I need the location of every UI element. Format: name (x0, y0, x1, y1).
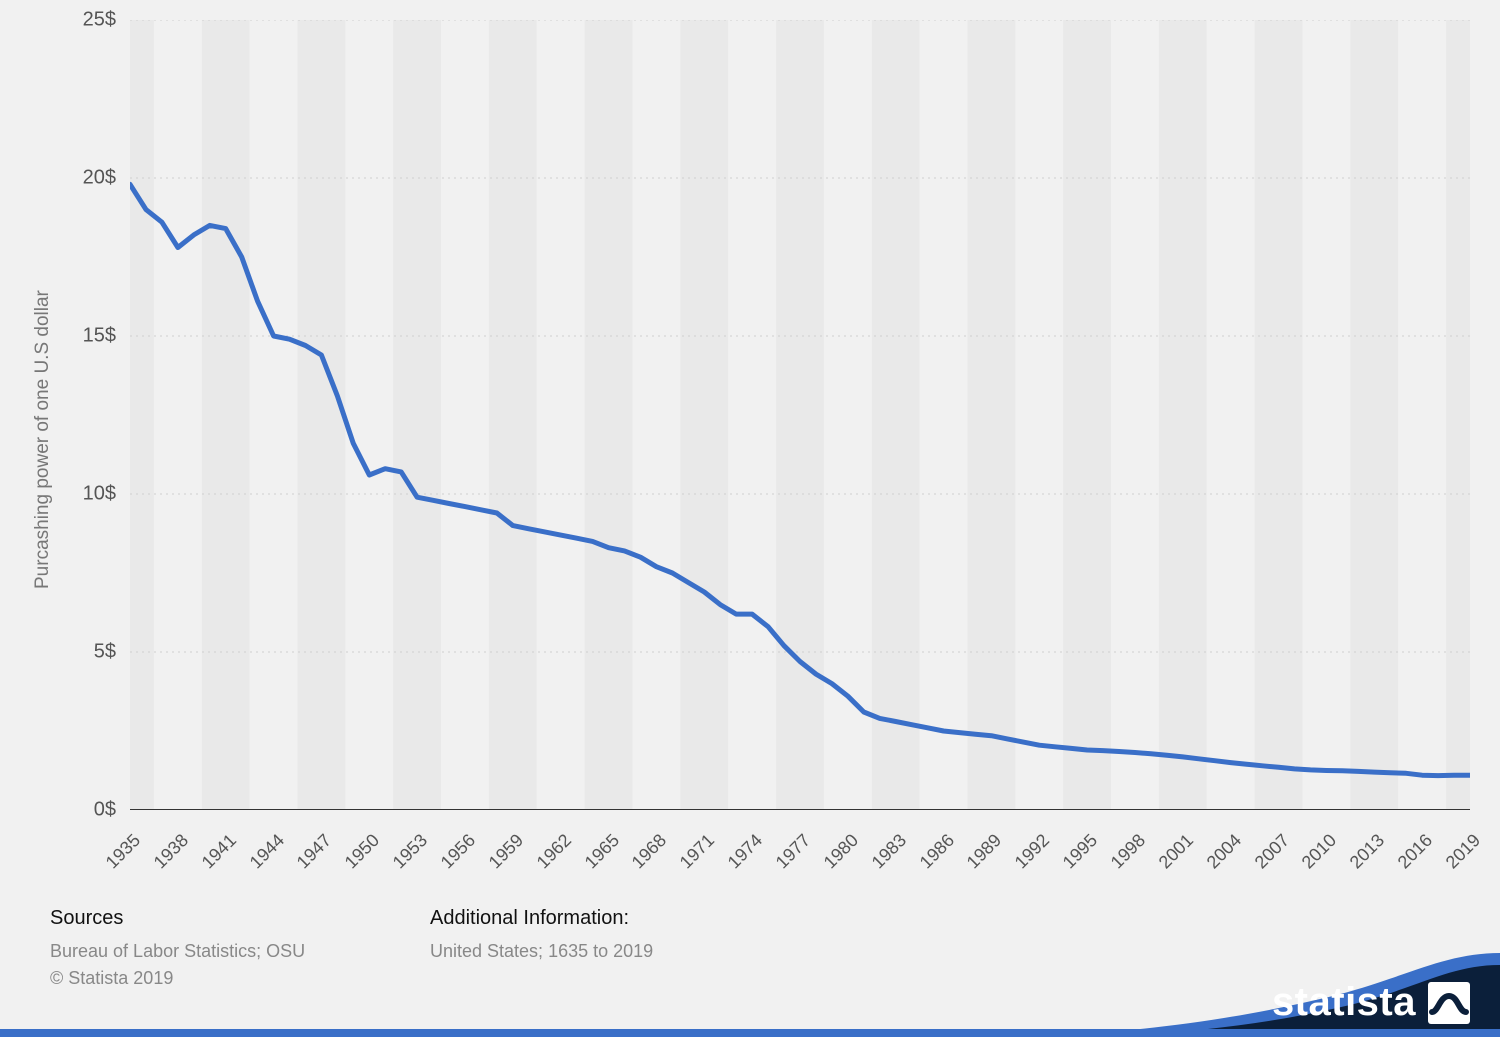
x-tick-label: 1941 (197, 830, 240, 873)
x-tick-label: 1935 (102, 830, 145, 873)
x-tick-label: 2007 (1250, 830, 1293, 873)
x-tick-label: 2001 (1155, 830, 1198, 873)
x-tick-label: 2004 (1202, 830, 1245, 873)
x-tick-label: 2010 (1298, 830, 1341, 873)
y-tick-label: 10$ (0, 483, 116, 506)
x-tick-label: 1944 (245, 830, 288, 873)
x-tick-label: 1989 (963, 830, 1006, 873)
y-tick-label: 0$ (0, 799, 116, 822)
x-tick-label: 2013 (1346, 830, 1389, 873)
x-tick-label: 1968 (628, 830, 671, 873)
x-tick-label: 1938 (150, 830, 193, 873)
brand-icon (1428, 982, 1470, 1024)
y-tick-label: 5$ (0, 641, 116, 664)
brand-name: statista (1272, 980, 1416, 1025)
x-tick-label: 1959 (485, 830, 528, 873)
x-tick-label: 1992 (1011, 830, 1054, 873)
chart-footer: Sources Bureau of Labor Statistics; OSU … (0, 907, 1500, 1037)
y-tick-label: 20$ (0, 167, 116, 190)
brand-logo: statista (1272, 980, 1470, 1025)
sources-copyright: © Statista 2019 (50, 965, 305, 992)
x-tick-label: 1965 (580, 830, 623, 873)
x-tick-label: 1986 (915, 830, 958, 873)
x-tick-label: 1995 (1059, 830, 1102, 873)
x-tick-label: 1983 (867, 830, 910, 873)
x-tick-label: 2019 (1442, 830, 1485, 873)
plot-area (130, 20, 1470, 810)
x-tick-label: 1980 (820, 830, 863, 873)
bottom-accent-bar (0, 1029, 1500, 1037)
x-tick-label: 1953 (389, 830, 432, 873)
x-tick-label: 1962 (532, 830, 575, 873)
y-tick-label: 15$ (0, 325, 116, 348)
x-tick-label: 1950 (341, 830, 384, 873)
y-tick-label: 25$ (0, 9, 116, 32)
chart-container: Purcashing power of one U.S dollar Sourc… (0, 0, 1500, 1037)
additional-info-line: United States; 1635 to 2019 (430, 938, 653, 965)
x-tick-label: 1974 (724, 830, 767, 873)
additional-info-heading: Additional Information: (430, 907, 653, 930)
x-tick-label: 1977 (772, 830, 815, 873)
sources-line: Bureau of Labor Statistics; OSU (50, 938, 305, 965)
sources-block: Sources Bureau of Labor Statistics; OSU … (50, 907, 305, 992)
additional-info-block: Additional Information: United States; 1… (430, 907, 653, 965)
x-tick-label: 1971 (676, 830, 719, 873)
x-tick-label: 2016 (1394, 830, 1437, 873)
x-tick-label: 1956 (437, 830, 480, 873)
x-tick-label: 1998 (1107, 830, 1150, 873)
x-tick-label: 1947 (293, 830, 336, 873)
sources-heading: Sources (50, 907, 305, 930)
